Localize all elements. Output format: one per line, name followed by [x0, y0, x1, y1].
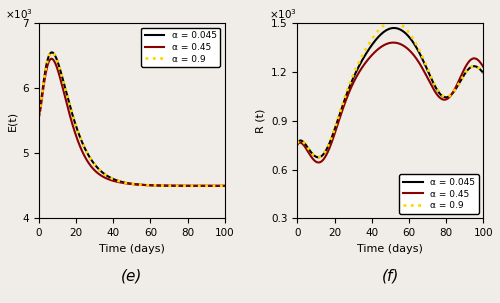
α = 0.45 [294, 143, 300, 147]
α = 0.9 [147, 183, 153, 187]
α = 0.045 [391, 26, 397, 30]
α = 0.45 [383, 42, 389, 46]
α = 0.45 [137, 183, 143, 187]
α = 0.045 [49, 51, 55, 54]
α = 0.9 [222, 184, 228, 188]
α = 0.45 [188, 184, 194, 188]
α = 0.045 [480, 71, 486, 75]
α = 0.045 [294, 142, 300, 145]
α = 0.9 [137, 183, 143, 186]
α = 0.9 [294, 142, 300, 145]
α = 0.045 [126, 181, 132, 185]
α = 0.9 [406, 31, 411, 34]
Line: α = 0.045: α = 0.045 [39, 52, 225, 186]
Text: $\times10^3$: $\times10^3$ [270, 7, 297, 21]
Text: $\times10^3$: $\times10^3$ [6, 7, 34, 21]
α = 0.045 [396, 27, 402, 31]
X-axis label: Time (days): Time (days) [99, 244, 164, 254]
α = 0.9 [448, 93, 454, 97]
Line: α = 0.45: α = 0.45 [298, 43, 483, 162]
α = 0.045 [384, 28, 390, 32]
α = 0.9 [126, 181, 132, 185]
α = 0.9 [218, 184, 224, 188]
Legend: α = 0.045, α = 0.45, α = 0.9: α = 0.045, α = 0.45, α = 0.9 [141, 28, 220, 67]
Line: α = 0.9: α = 0.9 [39, 52, 225, 186]
α = 0.45 [218, 184, 224, 188]
α = 0.9 [36, 112, 42, 116]
α = 0.9 [124, 181, 130, 185]
α = 0.045 [188, 184, 194, 188]
α = 0.9 [49, 51, 55, 54]
α = 0.045 [476, 67, 482, 71]
Line: α = 0.045: α = 0.045 [298, 28, 483, 157]
α = 0.045 [124, 181, 130, 185]
α = 0.045 [36, 112, 42, 116]
α = 0.45 [124, 182, 130, 185]
α = 0.9 [383, 22, 389, 26]
Line: α = 0.45: α = 0.45 [39, 59, 225, 186]
α = 0.045 [147, 183, 153, 187]
α = 0.45 [406, 48, 411, 52]
α = 0.9 [476, 67, 482, 71]
α = 0.045 [406, 35, 411, 38]
α = 0.045 [383, 28, 389, 32]
α = 0.9 [480, 71, 486, 75]
α = 0.045 [315, 155, 321, 159]
α = 0.9 [315, 155, 321, 159]
Line: α = 0.9: α = 0.9 [298, 22, 483, 157]
α = 0.45 [396, 42, 402, 45]
X-axis label: Time (days): Time (days) [358, 244, 423, 254]
α = 0.045 [448, 94, 454, 97]
α = 0.45 [147, 183, 153, 187]
α = 0.45 [480, 65, 486, 68]
α = 0.9 [396, 22, 402, 25]
α = 0.45 [390, 41, 396, 45]
Y-axis label: E(t): E(t) [7, 111, 17, 131]
α = 0.045 [218, 184, 224, 188]
α = 0.9 [390, 20, 396, 24]
α = 0.45 [476, 60, 482, 63]
Text: (f): (f) [382, 269, 399, 284]
Text: (e): (e) [121, 269, 142, 284]
Y-axis label: R (t): R (t) [256, 108, 266, 133]
α = 0.45 [384, 42, 390, 45]
α = 0.45 [126, 182, 132, 185]
α = 0.45 [448, 94, 454, 98]
α = 0.45 [222, 184, 228, 188]
α = 0.9 [188, 184, 194, 188]
α = 0.045 [137, 183, 143, 186]
α = 0.9 [384, 22, 390, 25]
α = 0.45 [36, 115, 42, 119]
α = 0.45 [48, 57, 54, 61]
α = 0.045 [222, 184, 228, 188]
Legend: α = 0.045, α = 0.45, α = 0.9: α = 0.045, α = 0.45, α = 0.9 [400, 174, 478, 214]
α = 0.45 [316, 161, 322, 164]
